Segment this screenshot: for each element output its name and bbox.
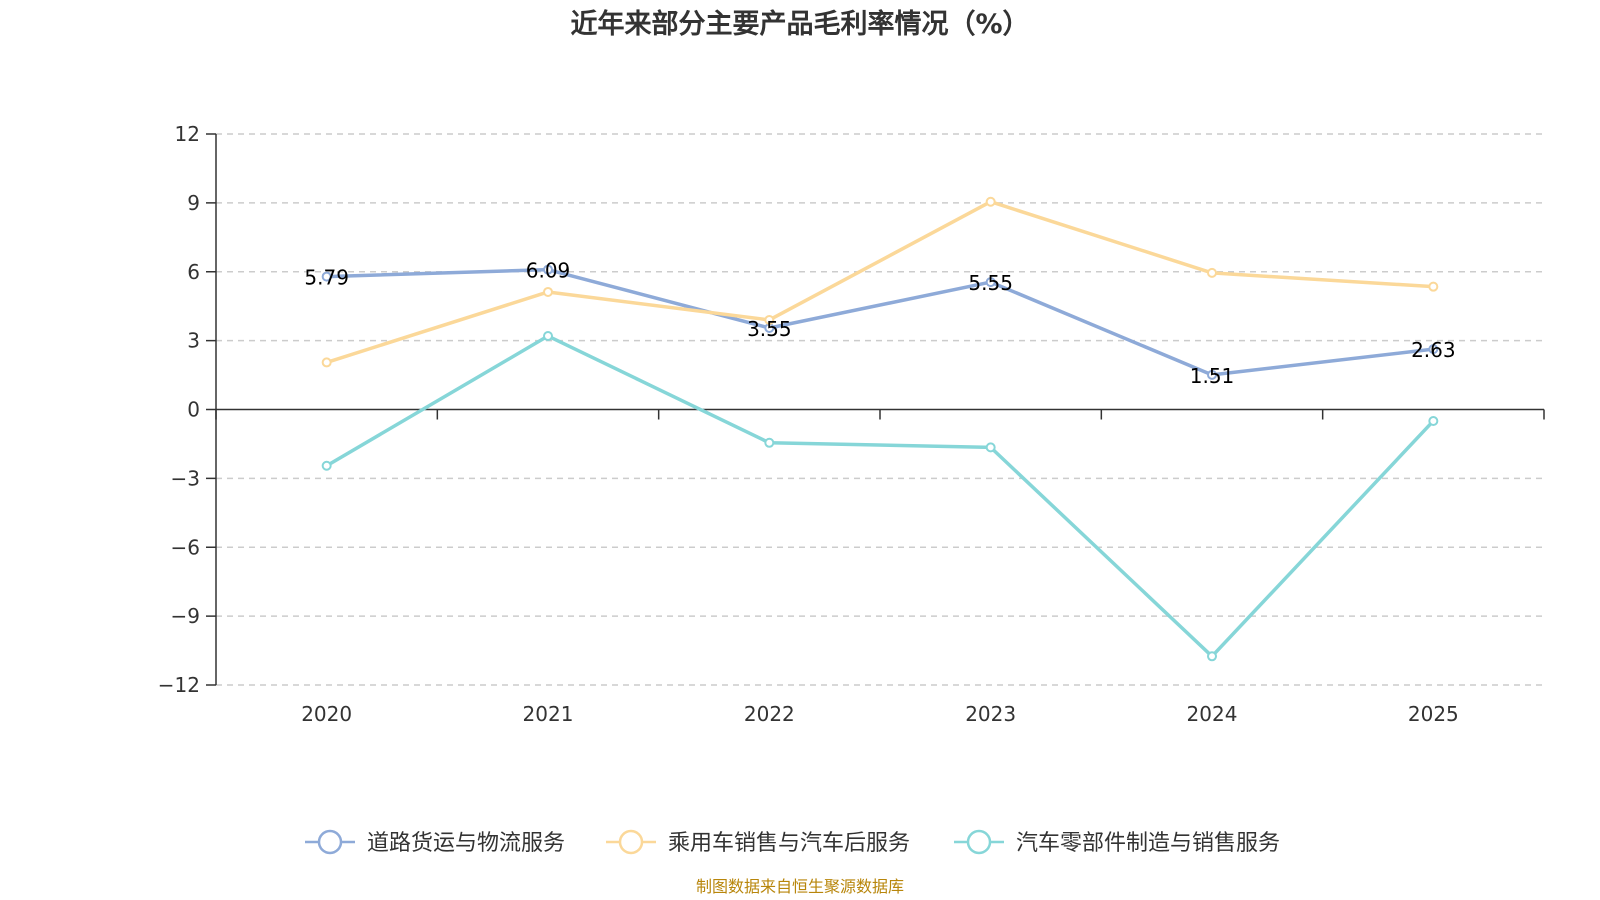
data-point [543,264,553,275]
data-point [985,196,996,207]
data-label: 5.55 [968,271,1013,295]
data-point [985,442,996,453]
data-point [1428,344,1439,355]
legend-marker [966,829,992,855]
data-point [985,277,996,288]
data-label: 3.55 [747,317,792,341]
legend-marker [618,829,644,855]
y-tick-label: 3 [187,329,200,353]
legend-marker [317,829,343,855]
x-tick-label: 2020 [301,702,352,726]
data-point [321,271,332,282]
data-label: 1.51 [1190,364,1235,388]
series-line [325,334,1435,659]
data-point [764,314,775,325]
legend-label: 汽车零部件制造与销售服务 [1016,831,1280,856]
chart-title: 近年来部分主要产品毛利率情况（%） [570,8,1029,40]
data-point [1428,281,1439,292]
x-tick-label: 2024 [1187,702,1238,726]
y-tick-label: 9 [187,191,200,215]
data-label: 5.79 [304,266,349,290]
data-label: 2.63 [1411,338,1456,362]
data-point [1428,415,1439,426]
y-tick-label: −12 [158,673,200,697]
y-tick-label: −9 [171,604,200,628]
data-labels: 5.79 6.09 3.55 5.55 1.51 2.63 [304,259,1455,388]
y-tick-label: 6 [187,260,200,284]
data-label: 6.09 [526,259,571,283]
series-group [321,196,1439,662]
x-tick-label: 2021 [523,702,574,726]
y-tick-label: −3 [171,466,200,490]
y-tick-label: 0 [187,398,200,422]
y-tick-label: −6 [171,535,200,559]
data-point [1207,267,1217,278]
data-point [543,286,553,297]
y-tick-label: 12 [175,122,200,146]
series-line [326,267,1434,377]
legend-label: 道路货运与物流服务 [367,831,565,856]
x-tick-label: 2025 [1408,702,1459,726]
series-line [326,199,1434,365]
data-point [321,357,332,368]
data-point [764,437,775,448]
legend-label: 乘用车销售与汽车后服务 [668,831,910,856]
data-point [1207,369,1217,380]
data-point [1207,651,1217,662]
data-point [321,460,332,471]
axes: 12 9 6 3 0 −3 −6 −9 −12 2020 2021 2022 2023 2024 2025 [158,122,1545,726]
source-note: 制图数据来自恒生聚源数据库 [696,877,904,896]
data-point [543,331,553,342]
grid-lines [216,133,1544,686]
x-tick-label: 2022 [744,702,795,726]
x-tick-label: 2023 [965,702,1016,726]
legend: 道路货运与物流服务 乘用车销售与汽车后服务 汽车零部件制造与销售服务 [305,829,1280,856]
